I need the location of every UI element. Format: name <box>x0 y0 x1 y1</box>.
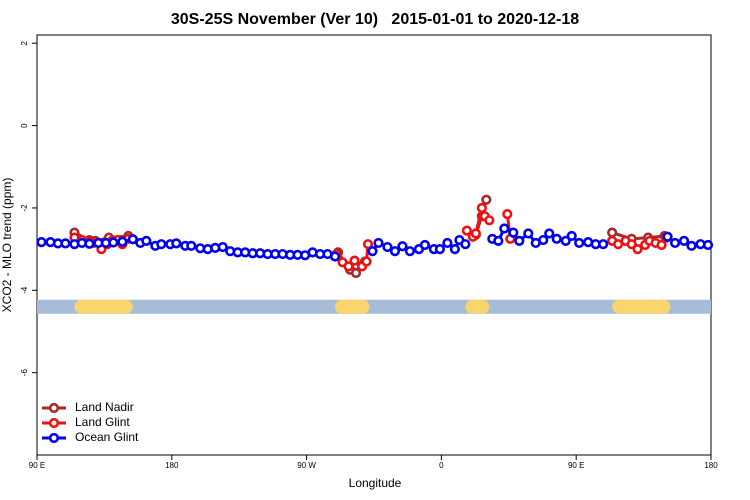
data-point <box>574 237 585 249</box>
data-point <box>442 237 453 249</box>
data-point <box>686 240 697 251</box>
land-segment <box>74 299 133 314</box>
data-point <box>156 239 167 250</box>
chart-title: 30S-25S November (Ver 10) 2015-01-01 to … <box>171 11 579 28</box>
data-point <box>108 237 119 248</box>
data-point <box>508 227 519 238</box>
data-point <box>566 230 577 242</box>
y-tick-label: -4 <box>20 286 29 294</box>
data-point <box>499 223 510 234</box>
data-point <box>186 240 197 251</box>
data-point <box>127 234 138 245</box>
data-point <box>117 236 128 247</box>
data-point <box>404 246 416 257</box>
data-point <box>461 225 472 236</box>
data-point <box>514 235 525 246</box>
data-point <box>669 237 681 249</box>
data-point <box>361 256 372 267</box>
data-point <box>60 238 71 249</box>
legend-marker <box>48 417 60 429</box>
land-segment <box>465 299 490 314</box>
land-segment <box>612 299 671 314</box>
y-tick-label: -2 <box>20 204 29 212</box>
legend-label: Land Nadir <box>75 400 134 414</box>
data-point <box>419 239 431 251</box>
data-point <box>141 235 152 246</box>
data-point <box>362 239 374 250</box>
x-tick-label: 180 <box>165 461 179 470</box>
x-tick-label: 90 W <box>297 461 316 470</box>
data-point <box>389 246 401 257</box>
data-point <box>598 239 609 250</box>
data-point <box>36 237 47 248</box>
data-point <box>171 238 182 249</box>
land-segment <box>335 299 370 314</box>
data-point <box>343 261 354 272</box>
data-point <box>449 244 460 255</box>
data-point <box>523 228 534 239</box>
data-point <box>493 235 504 246</box>
data-point <box>544 228 555 239</box>
x-axis-label: Longitude <box>349 476 402 490</box>
data-point <box>607 227 618 238</box>
ocean-band <box>37 299 711 314</box>
data-point <box>662 231 673 242</box>
data-point <box>484 215 495 226</box>
data-point <box>350 267 362 279</box>
y-tick-label: 2 <box>20 40 29 45</box>
data-point <box>382 241 393 253</box>
data-point <box>678 235 690 246</box>
series-line <box>611 231 665 241</box>
data-point <box>551 233 562 244</box>
legend-marker <box>48 432 60 444</box>
x-tick-label: 0 <box>439 461 444 470</box>
legend-label: Ocean Glint <box>75 430 139 444</box>
data-point <box>656 239 667 251</box>
data-point <box>434 244 446 255</box>
data-point <box>329 251 341 262</box>
data-point <box>84 238 95 249</box>
y-tick-label: -6 <box>20 369 29 377</box>
data-point <box>373 237 384 249</box>
data-point <box>702 239 714 251</box>
x-tick-label: 90 E <box>29 461 45 470</box>
data-point <box>476 202 487 214</box>
y-tick-label: 0 <box>20 123 29 128</box>
legend-label: Land Glint <box>75 415 130 429</box>
data-point <box>217 241 228 253</box>
y-axis-label: XCO2 - MLO trend (ppm) <box>0 178 14 313</box>
data-point <box>349 255 360 266</box>
data-point <box>367 246 378 257</box>
data-point <box>632 244 643 255</box>
x-tick-label: 180 <box>704 461 718 470</box>
data-point <box>470 228 481 239</box>
x-tick-label: 90 E <box>568 461 584 470</box>
data-point <box>481 194 492 205</box>
data-point <box>502 209 513 220</box>
legend-marker <box>48 402 60 414</box>
data-point <box>460 239 471 250</box>
data-point <box>397 241 408 252</box>
data-point <box>538 234 549 246</box>
